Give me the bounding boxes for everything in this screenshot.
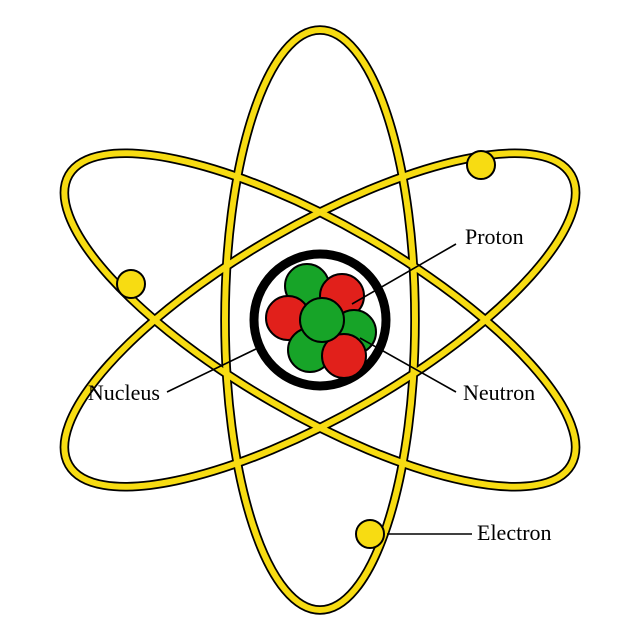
- electron: [467, 151, 495, 179]
- label-nucleus: Nucleus: [88, 380, 160, 405]
- electron: [117, 270, 145, 298]
- label-electron: Electron: [477, 520, 552, 545]
- label-proton: Proton: [465, 224, 524, 249]
- atom-diagram: Proton Neutron Electron Nucleus: [0, 0, 640, 640]
- neutron: [300, 298, 344, 342]
- label-neutron: Neutron: [463, 380, 535, 405]
- electron: [356, 520, 384, 548]
